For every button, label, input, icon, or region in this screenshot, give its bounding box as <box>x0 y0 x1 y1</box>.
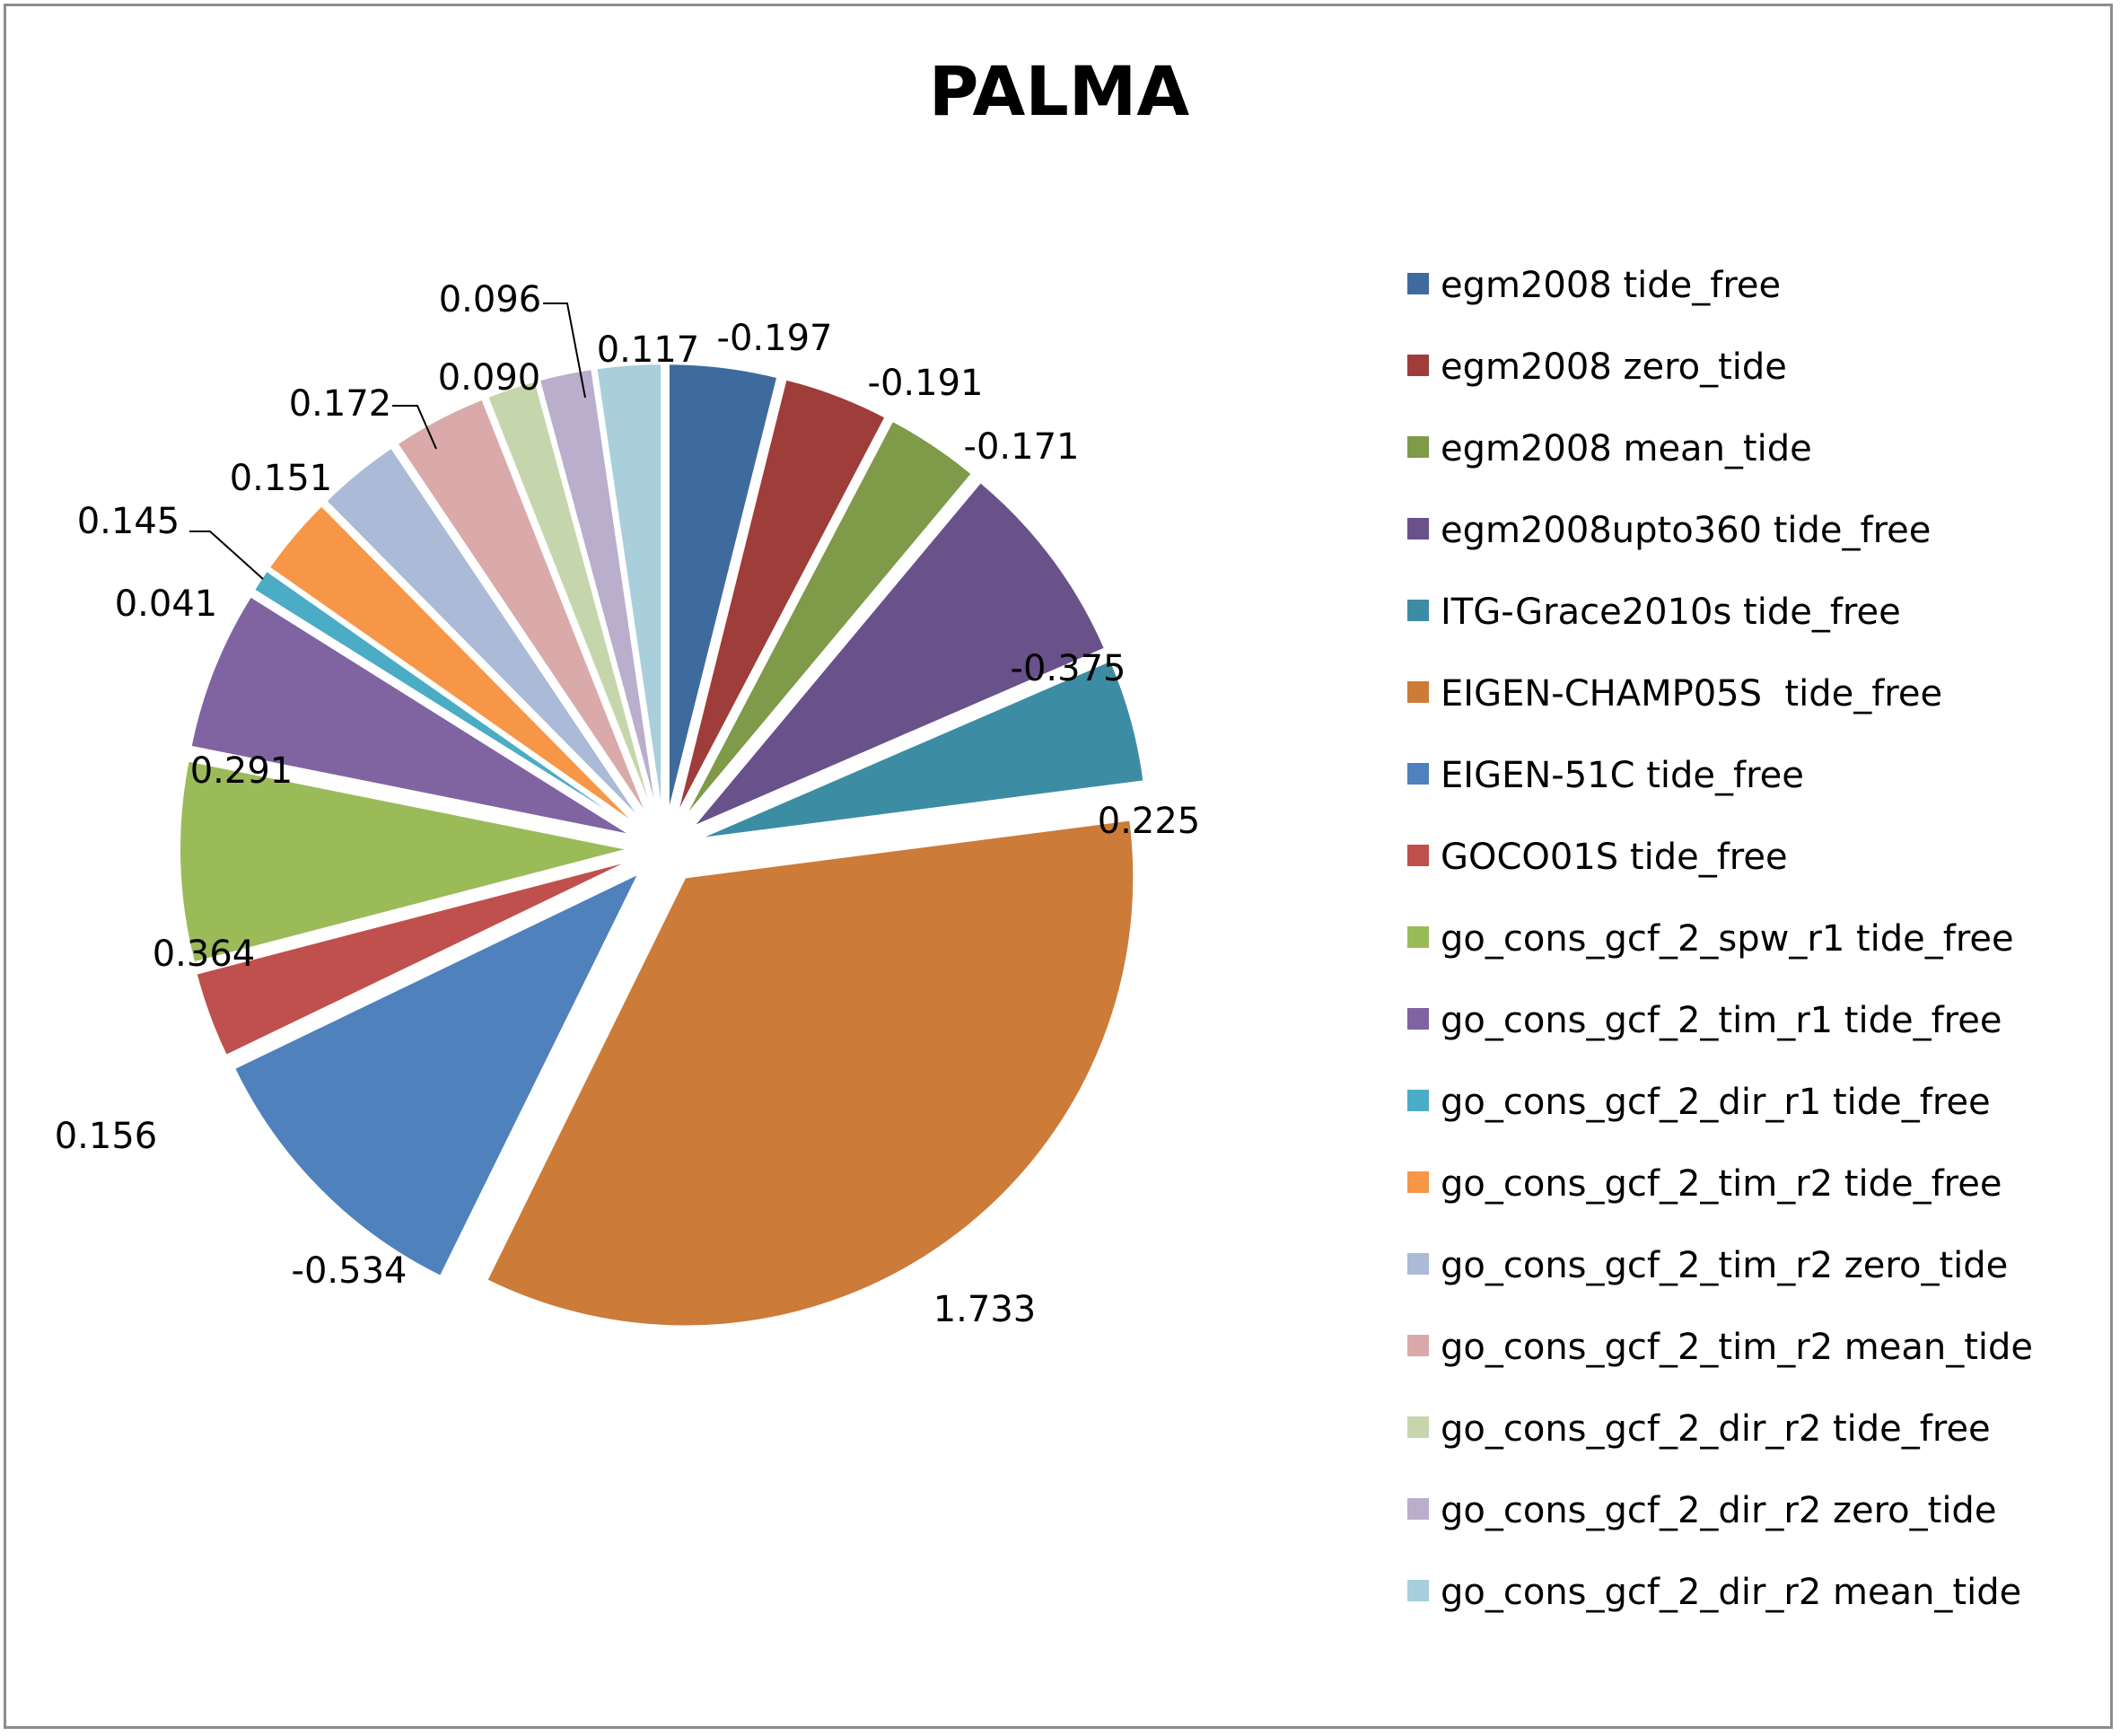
legend-label: GOCO01S tide_free <box>1441 837 1788 878</box>
data-labels: -0.197 -0.191 -0.171 -0.375 0.225 1.733 -0.534… <box>55 279 1201 1330</box>
legend-swatch <box>1407 845 1429 866</box>
leader-lines <box>189 302 586 580</box>
legend-swatch <box>1407 1335 1429 1356</box>
legend-swatch <box>1407 518 1429 539</box>
pie-slice <box>179 759 629 964</box>
legend-swatch <box>1407 1580 1429 1601</box>
data-label: 0.151 <box>230 458 333 499</box>
legend-label: go_cons_gcf_2_tim_r2 tide_free <box>1441 1163 2002 1205</box>
legend-swatch <box>1407 355 1429 376</box>
legend-label: go_cons_gcf_2_dir_r2 tide_free <box>1441 1408 1991 1450</box>
legend-swatch <box>1407 600 1429 621</box>
legend-swatch <box>1407 436 1429 458</box>
leader-line <box>543 302 586 399</box>
data-label: 0.225 <box>1098 801 1201 842</box>
data-label: 0.041 <box>115 583 218 625</box>
data-label: 0.291 <box>190 750 293 792</box>
legend-label: go_cons_gcf_2_dir_r2 mean_tide <box>1441 1572 2021 1613</box>
legend-label: EIGEN-51C tide_free <box>1441 755 1804 796</box>
pie-slice <box>595 363 663 813</box>
pie-slice <box>683 419 974 820</box>
legend-swatch <box>1407 926 1429 948</box>
legend-label: EIGEN-CHAMP05S tide_free <box>1441 673 1942 715</box>
data-label: -0.171 <box>964 426 1080 468</box>
pie-slice <box>252 569 635 829</box>
legend-swatch <box>1407 273 1429 294</box>
pie-slices <box>179 363 1145 1328</box>
legend-label: egm2008upto360 tide_free <box>1441 510 1931 551</box>
legend-label: go_cons_gcf_2_tim_r2 mean_tide <box>1441 1327 2033 1368</box>
legend-swatch <box>1407 1090 1429 1111</box>
legend-label: egm2008 tide_free <box>1441 265 1781 306</box>
pie-slice <box>692 480 1107 829</box>
data-label: 0.117 <box>597 329 700 371</box>
data-label: -0.534 <box>292 1250 407 1292</box>
data-label: 0.172 <box>289 383 392 425</box>
legend-label: ITG-Grace2010s tide_free <box>1441 592 1901 633</box>
legend-label: go_cons_gcf_2_spw_r1 tide_free <box>1441 918 2014 960</box>
pie-slice <box>486 819 1135 1328</box>
pie-slice <box>667 363 779 813</box>
legend-label: go_cons_gcf_2_dir_r1 tide_free <box>1441 1082 1991 1123</box>
legend-label: go_cons_gcf_2_tim_r1 tide_free <box>1441 1000 2002 1041</box>
data-label: -0.197 <box>717 318 833 359</box>
data-label: 0.096 <box>439 279 542 320</box>
data-label: 0.090 <box>438 357 541 399</box>
pie-slice <box>698 659 1145 840</box>
pie-slice <box>396 398 649 818</box>
leader-line <box>392 405 437 450</box>
legend-swatch <box>1407 763 1429 785</box>
data-label: -0.375 <box>1011 648 1126 689</box>
legend-swatch <box>1407 1008 1429 1030</box>
pie-slice <box>232 872 641 1278</box>
pie-slice <box>267 504 638 827</box>
legend-swatch <box>1407 1498 1429 1520</box>
data-label: -0.191 <box>868 363 984 404</box>
legend-label: egm2008 mean_tide <box>1441 428 1812 469</box>
legend: egm2008 tide_free egm2008 zero_tide egm200… <box>1407 265 2033 1613</box>
legend-swatch <box>1407 1416 1429 1438</box>
pie-slice <box>676 378 887 816</box>
pie-slice <box>324 446 643 821</box>
data-label: 1.733 <box>933 1289 1037 1330</box>
data-label: 0.364 <box>153 934 256 975</box>
leader-line <box>189 530 264 580</box>
pie-slice <box>189 595 632 837</box>
legend-label: go_cons_gcf_2_tim_r2 zero_tide <box>1441 1245 2008 1286</box>
data-label: 0.156 <box>55 1116 158 1157</box>
chart-title: PALMA <box>929 51 1190 131</box>
legend-label: egm2008 zero_tide <box>1441 346 1787 388</box>
legend-swatch <box>1407 681 1429 703</box>
pie-slice <box>486 380 654 815</box>
data-label: 0.145 <box>77 501 180 542</box>
legend-label: go_cons_gcf_2_dir_r2 zero_tide <box>1441 1490 1996 1531</box>
legend-swatch <box>1407 1171 1429 1193</box>
legend-swatch <box>1407 1253 1429 1275</box>
pie-slice <box>538 367 658 814</box>
pie-slice <box>195 859 631 1057</box>
